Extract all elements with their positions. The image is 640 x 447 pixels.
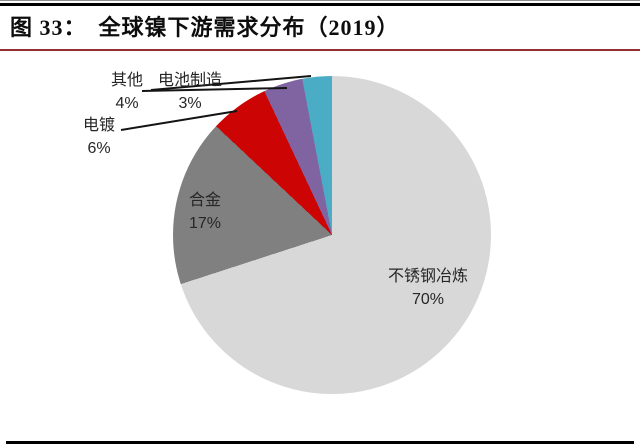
leader-line-battery: [150, 75, 312, 91]
slice-label-other: 其他 4%: [92, 69, 162, 115]
leader-line-plating: [120, 110, 238, 131]
slice-pct: 6%: [87, 140, 111, 157]
slice-pct: 4%: [115, 95, 139, 112]
slice-name: 电池制造: [157, 72, 222, 89]
top-thin-rule: [0, 0, 640, 1]
figure-number: 图 33：: [10, 15, 87, 40]
slice-pct: 70%: [411, 291, 445, 308]
slice-pct: 17%: [188, 215, 222, 232]
slice-name: 其他: [110, 72, 143, 89]
accent-rule: [0, 49, 640, 51]
figure-name: 全球镍下游需求分布（2019）: [98, 15, 400, 40]
slice-name: 不锈钢冶炼: [387, 268, 468, 285]
leader-line-other: [141, 87, 288, 92]
slice-name: 电镀: [82, 117, 115, 134]
slice-label-alloy: 合金 17%: [170, 189, 240, 235]
slice-label-stainless-steel: 不锈钢冶炼 70%: [376, 265, 480, 311]
slice-label-plating: 电镀 6%: [64, 114, 134, 160]
pie: [173, 76, 491, 394]
bottom-rule: [6, 441, 634, 444]
slice-label-battery: 电池制造 3%: [150, 69, 230, 115]
slice-pct: 3%: [178, 95, 202, 112]
figure-title: 图 33： 全球镍下游需求分布（2019）: [10, 10, 400, 42]
slice-name: 合金: [188, 192, 221, 209]
top-thick-rule: [0, 3, 640, 6]
